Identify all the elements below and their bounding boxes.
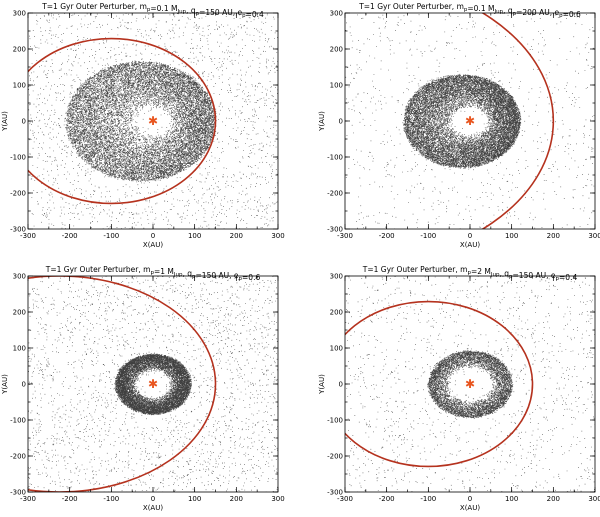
y-tick-label: -300 [327, 489, 343, 497]
y-tick-label: 200 [330, 309, 343, 317]
x-tick-label: 0 [468, 232, 472, 240]
x-tick-label: 200 [547, 495, 560, 503]
y-tick-label: -200 [327, 453, 343, 461]
x-tick-label: 0 [151, 232, 155, 240]
star-marker: ✱ [465, 377, 475, 391]
y-tick-label: -200 [327, 190, 343, 198]
y-tick-label: -200 [10, 453, 26, 461]
y-tick-label: -100 [10, 154, 26, 162]
x-tick-label: 200 [230, 232, 243, 240]
x-axis-title: X(AU) [460, 241, 480, 249]
x-tick-label: 200 [547, 232, 560, 240]
y-tick-label: 300 [330, 273, 343, 281]
x-tick-label: 100 [505, 232, 518, 240]
x-tick-label: -200 [379, 232, 395, 240]
panel-title: T=1 Gyr Outer Perturber, mp=0.1 MJup, qp… [41, 2, 264, 19]
x-axis-title: X(AU) [143, 241, 163, 249]
y-tick-label: 100 [330, 82, 343, 90]
x-tick-label: -100 [103, 495, 119, 503]
panel-title: T=1 Gyr Outer Perturber, mp=2 MJup, qp=1… [362, 265, 578, 282]
y-tick-label: 0 [339, 118, 343, 126]
y-tick-label: 300 [13, 10, 26, 18]
y-tick-label: 300 [330, 10, 343, 18]
panel-title: T=1 Gyr Outer Perturber, mp=1 MJup, qp=1… [45, 265, 261, 282]
x-tick-label: 300 [271, 495, 284, 503]
y-axis-title: Y(AU) [1, 111, 9, 132]
y-tick-label: -300 [10, 489, 26, 497]
x-tick-label: 0 [468, 495, 472, 503]
x-tick-label: 300 [588, 495, 600, 503]
x-tick-label: 300 [588, 232, 600, 240]
y-tick-label: 100 [13, 82, 26, 90]
panel-4: T=1 Gyr Outer Perturber, mp=2 MJup, qp=1… [318, 265, 600, 512]
x-tick-label: 100 [505, 495, 518, 503]
y-tick-label: 0 [339, 381, 343, 389]
y-tick-label: 0 [22, 381, 26, 389]
y-axis-title: Y(AU) [318, 374, 326, 395]
x-axis-title: X(AU) [143, 504, 163, 512]
y-tick-label: 100 [13, 345, 26, 353]
x-tick-label: -200 [62, 495, 78, 503]
x-tick-label: 100 [188, 495, 201, 503]
y-tick-label: -100 [10, 417, 26, 425]
x-tick-label: -200 [62, 232, 78, 240]
x-tick-label: -200 [379, 495, 395, 503]
x-tick-label: 300 [271, 232, 284, 240]
y-axis-title: Y(AU) [318, 111, 326, 132]
x-tick-label: -100 [103, 232, 119, 240]
y-axis-title: Y(AU) [1, 374, 9, 395]
y-tick-label: 0 [22, 118, 26, 126]
panel-title: T=1 Gyr Outer Perturber, mp=0.1 MJup, qp… [358, 2, 581, 19]
y-tick-label: 100 [330, 345, 343, 353]
x-tick-label: 200 [230, 495, 243, 503]
star-marker: ✱ [148, 114, 158, 128]
y-tick-label: -100 [327, 417, 343, 425]
x-tick-label: 100 [188, 232, 201, 240]
x-tick-label: -100 [420, 232, 436, 240]
panel-3: T=1 Gyr Outer Perturber, mp=1 MJup, qp=1… [0, 265, 285, 512]
y-tick-label: 200 [13, 309, 26, 317]
star-marker: ✱ [465, 114, 475, 128]
y-tick-label: -300 [327, 226, 343, 234]
x-tick-label: -100 [420, 495, 436, 503]
y-tick-label: 200 [13, 46, 26, 54]
y-tick-label: 300 [13, 273, 26, 281]
x-tick-label: 0 [151, 495, 155, 503]
x-axis-title: X(AU) [460, 504, 480, 512]
panel-1: T=1 Gyr Outer Perturber, mp=0.1 MJup, qp… [1, 2, 285, 249]
star-marker: ✱ [148, 377, 158, 391]
y-tick-label: 200 [330, 46, 343, 54]
y-tick-label: -100 [327, 154, 343, 162]
y-tick-label: -300 [10, 226, 26, 234]
y-tick-label: -200 [10, 190, 26, 198]
